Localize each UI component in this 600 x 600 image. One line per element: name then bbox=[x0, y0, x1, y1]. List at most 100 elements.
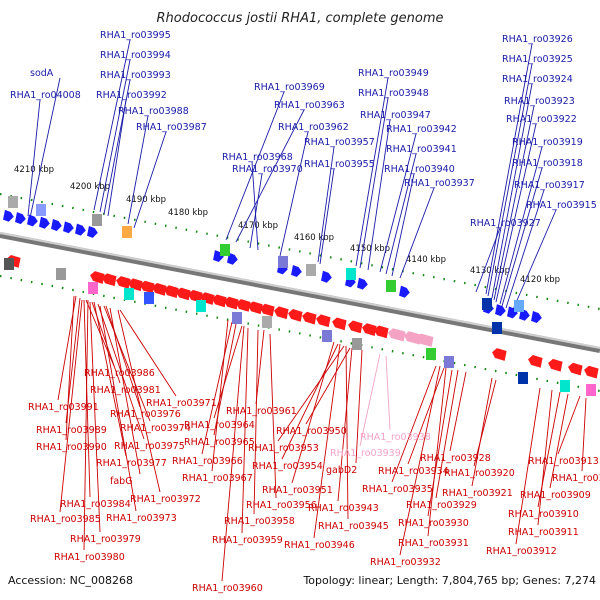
scale-tick-label: 4160 kbp bbox=[294, 233, 334, 243]
scale-tick-label: 4120 kbp bbox=[520, 275, 560, 285]
label-leader-line bbox=[537, 389, 553, 526]
reverse-gene-arrow bbox=[548, 358, 563, 372]
gene-label-forward: RHA1_ro03949 bbox=[358, 68, 429, 79]
gene-label-reverse: RHA1_ro03938 bbox=[360, 432, 431, 443]
gene-label-reverse: RHA1_ro03990 bbox=[36, 442, 107, 453]
domain-box bbox=[346, 268, 356, 280]
label-leader-line bbox=[133, 131, 167, 229]
scale-tick-label: 4140 kbp bbox=[406, 255, 446, 265]
gene-label-forward: RHA1_ro03925 bbox=[502, 54, 573, 65]
reverse-gene-arrow bbox=[374, 325, 389, 339]
domain-box bbox=[56, 268, 66, 280]
label-leader-line bbox=[29, 77, 61, 219]
label-leader-line bbox=[473, 379, 497, 467]
label-leader-line bbox=[89, 301, 101, 533]
gene-label-forward: RHA1_ro03917 bbox=[514, 180, 585, 191]
label-leader-line bbox=[221, 325, 245, 582]
domain-box bbox=[4, 258, 14, 270]
label-leader-line bbox=[291, 341, 335, 484]
reverse-gene-arrow bbox=[302, 311, 317, 325]
label-leader-line bbox=[103, 305, 151, 422]
feature-layer bbox=[3, 196, 599, 396]
reverse-gene-arrow bbox=[176, 287, 191, 301]
scale-tick-label: 4200 kbp bbox=[70, 182, 110, 192]
domain-box bbox=[386, 280, 396, 292]
label-leader-line bbox=[491, 83, 533, 299]
label-leader-line bbox=[435, 369, 459, 499]
gene-label-forward: RHA1_ro03988 bbox=[118, 106, 189, 117]
label-leader-line bbox=[107, 99, 127, 217]
gene-label-forward: RHA1_ro03941 bbox=[386, 144, 457, 155]
reverse-gene-arrow bbox=[90, 271, 105, 284]
scale-tick-label: 4150 kbp bbox=[350, 244, 390, 254]
label-leader-line bbox=[65, 295, 75, 441]
forward-gene-arrow bbox=[51, 219, 62, 232]
label-leader-line bbox=[427, 367, 447, 537]
gene-label-forward: RHA1_ro03922 bbox=[506, 114, 577, 125]
label-leader-line bbox=[253, 329, 259, 515]
label-leader-line bbox=[235, 109, 305, 243]
label-leader-line bbox=[501, 167, 543, 307]
scale-tick-label: 4190 kbp bbox=[126, 195, 166, 205]
gene-label-forward: RHA1_ro03948 bbox=[358, 88, 429, 99]
gene-label-forward: RHA1_ro03937 bbox=[404, 178, 475, 189]
gene-label-reverse: RHA1_ro03966 bbox=[172, 456, 243, 467]
domain-box bbox=[482, 298, 492, 310]
gene-label-reverse: RHA1_ro03960 bbox=[192, 583, 263, 594]
label-leader-line bbox=[359, 353, 381, 447]
label-leader-line bbox=[59, 299, 83, 513]
gene-label-reverse: RHA1_ro03932 bbox=[370, 557, 441, 568]
label-leader-line bbox=[211, 319, 229, 472]
gene-label-reverse: RHA1_ro03980 bbox=[54, 552, 125, 563]
label-leader-line bbox=[499, 146, 543, 305]
forward-gene-arrow bbox=[357, 277, 368, 290]
label-leader-line bbox=[99, 59, 131, 213]
label-leader-line bbox=[27, 99, 41, 217]
label-leader-line bbox=[485, 43, 533, 295]
gene-label-reverse: RHA1_ro03971 bbox=[146, 398, 217, 409]
reverse-gene-arrow bbox=[416, 333, 434, 347]
gene-label-reverse: RHA1_ro03964 bbox=[184, 420, 255, 431]
gene-label-reverse: RHA1_ro03965 bbox=[184, 437, 255, 448]
scale-tick-label: 4210 kbp bbox=[14, 165, 54, 175]
gene-label-forward: RHA1_ro03924 bbox=[502, 74, 573, 85]
domain-box bbox=[444, 356, 454, 368]
gene-label-reverse: RHA1_ro03958 bbox=[224, 516, 295, 527]
reverse-gene-arrow bbox=[404, 331, 422, 345]
gene-label-reverse: RHA1_ro03946 bbox=[284, 540, 355, 551]
gene-label-forward: RHA1_ro03915 bbox=[526, 200, 597, 211]
gene-label-reverse: RHA1_ro03961 bbox=[226, 406, 297, 417]
label-leader-line bbox=[201, 321, 233, 455]
gene-label-forward: RHA1_ro03957 bbox=[304, 137, 375, 148]
reverse-gene-arrow bbox=[528, 355, 543, 368]
domain-box bbox=[196, 300, 206, 312]
label-leader-line bbox=[313, 343, 341, 539]
label-leader-line bbox=[355, 349, 363, 464]
gene-label-reverse: RHA1_ro03991 bbox=[28, 402, 99, 413]
label-leader-line bbox=[119, 309, 177, 397]
label-layer: RHA1_ro03995 RHA1_ro03994 RHA1_ro03993 RHA1… bbox=[10, 30, 600, 594]
scale-line-lower bbox=[0, 274, 600, 393]
label-leader-line bbox=[105, 305, 141, 408]
label-leader-line bbox=[277, 345, 345, 442]
label-leader-line bbox=[249, 173, 263, 249]
label-leader-line bbox=[317, 146, 335, 263]
forward-gene-arrow bbox=[39, 216, 50, 229]
reverse-gene-arrow bbox=[236, 299, 251, 312]
gene-label-reverse: RHA1_ro03909 bbox=[520, 490, 591, 501]
domain-box bbox=[36, 204, 46, 216]
label-leader-line bbox=[93, 39, 131, 211]
gene-label-forward: RHA1_ro03927 bbox=[470, 218, 541, 229]
label-leader-line bbox=[109, 307, 141, 475]
gene-label-reverse: RHA1_ro03977 bbox=[96, 458, 167, 469]
domain-box bbox=[492, 322, 502, 334]
domain-box bbox=[322, 330, 332, 342]
reverse-gene-arrow bbox=[274, 306, 289, 320]
domain-box bbox=[88, 282, 98, 294]
reverse-gene-arrow bbox=[116, 276, 131, 289]
gene-label-reverse: RHA1_ro03945 bbox=[318, 521, 389, 532]
gene-label-forward: RHA1_ro03968 bbox=[222, 152, 293, 163]
gene-label-forward: sodA bbox=[30, 68, 54, 79]
label-leader-line bbox=[213, 325, 243, 419]
